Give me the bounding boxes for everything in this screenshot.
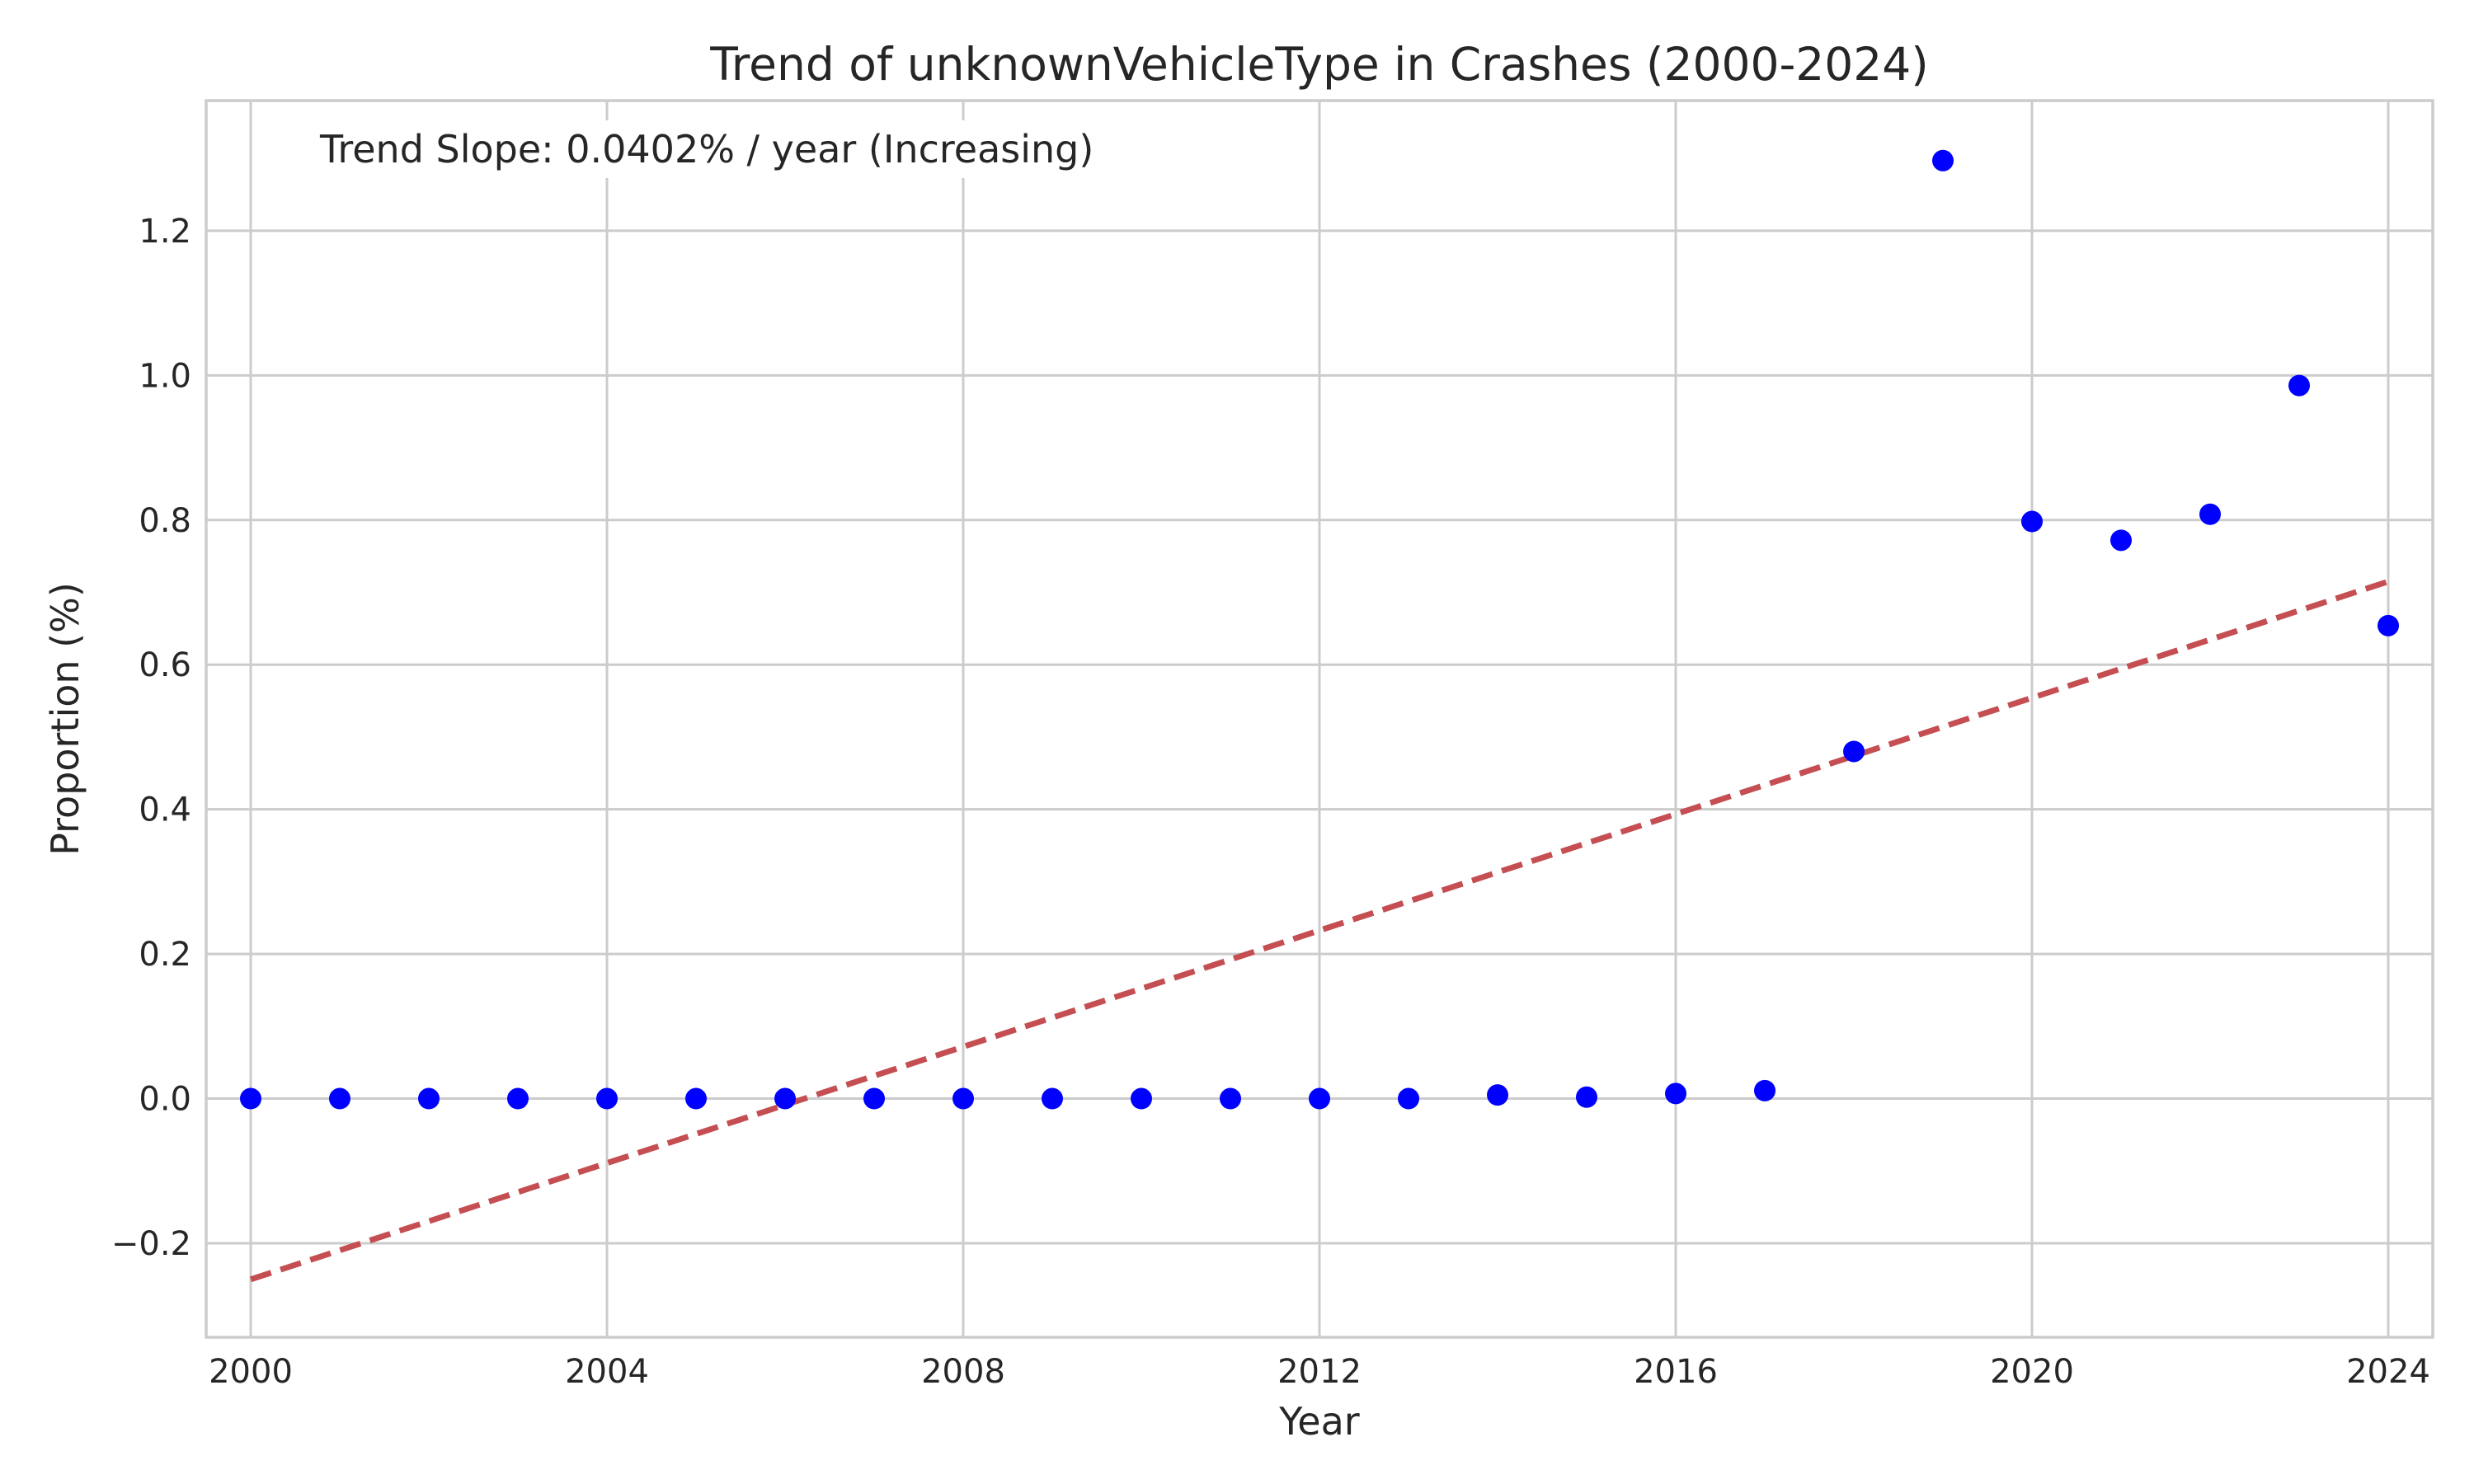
data-point [685, 1087, 707, 1110]
y-tick-label: 0.4 [139, 791, 191, 829]
x-tick-label: 2008 [921, 1353, 1005, 1391]
y-axis-label: Proportion (%) [43, 582, 87, 856]
data-point [240, 1087, 261, 1110]
x-tick-label: 2000 [209, 1353, 293, 1391]
x-tick-label: 2024 [2346, 1353, 2430, 1391]
data-point [2378, 614, 2399, 636]
x-tick-label: 2020 [1990, 1353, 2074, 1391]
data-point [2288, 374, 2310, 397]
data-point [1932, 149, 1954, 171]
data-point [1220, 1087, 1241, 1110]
trend-slope-annotation: Trend Slope: 0.0402% / year (Increasing) [319, 127, 1094, 171]
grid-lines [206, 101, 2433, 1337]
data-point [863, 1087, 885, 1110]
data-point [329, 1087, 350, 1110]
y-tick-label: 1.2 [139, 213, 191, 251]
data-point [418, 1087, 440, 1110]
x-axis-label: Year [1278, 1399, 1359, 1444]
data-point [596, 1087, 618, 1110]
data-point [1398, 1087, 1419, 1110]
y-tick-label: 0.8 [139, 502, 191, 540]
data-point [2110, 529, 2132, 552]
data-point [774, 1087, 796, 1110]
data-point [2021, 510, 2043, 533]
x-tick-label: 2016 [1634, 1353, 1718, 1391]
x-tick-label: 2004 [565, 1353, 649, 1391]
y-tick-label: 0.0 [139, 1081, 191, 1119]
y-tick-label: 0.2 [139, 936, 191, 974]
data-point [1576, 1086, 1597, 1108]
chart-title: Trend of unknownVehicleType in Crashes (… [709, 38, 1928, 91]
x-tick-labels: 2000 2004 2008 2012 2016 2020 2024 [209, 1353, 2430, 1391]
plot-frame [205, 99, 2434, 1339]
y-tick-labels: −0.2 0.0 0.2 0.4 0.6 0.8 1.0 1.2 [111, 213, 191, 1263]
data-point [2199, 503, 2221, 525]
data-point [1042, 1087, 1063, 1110]
data-point [507, 1087, 529, 1110]
data-point [1131, 1087, 1152, 1110]
data-point [1665, 1082, 1686, 1105]
data-point [1309, 1087, 1330, 1110]
y-tick-label: −0.2 [111, 1225, 191, 1263]
data-point [1487, 1084, 1508, 1106]
data-point [1843, 740, 1865, 763]
data-point [952, 1087, 974, 1110]
y-tick-label: 1.0 [139, 357, 191, 395]
y-tick-label: 0.6 [139, 646, 191, 684]
data-point [1754, 1079, 1776, 1101]
data-points [240, 149, 2399, 1110]
annotation-background [309, 120, 1104, 178]
x-tick-label: 2012 [1277, 1353, 1362, 1391]
